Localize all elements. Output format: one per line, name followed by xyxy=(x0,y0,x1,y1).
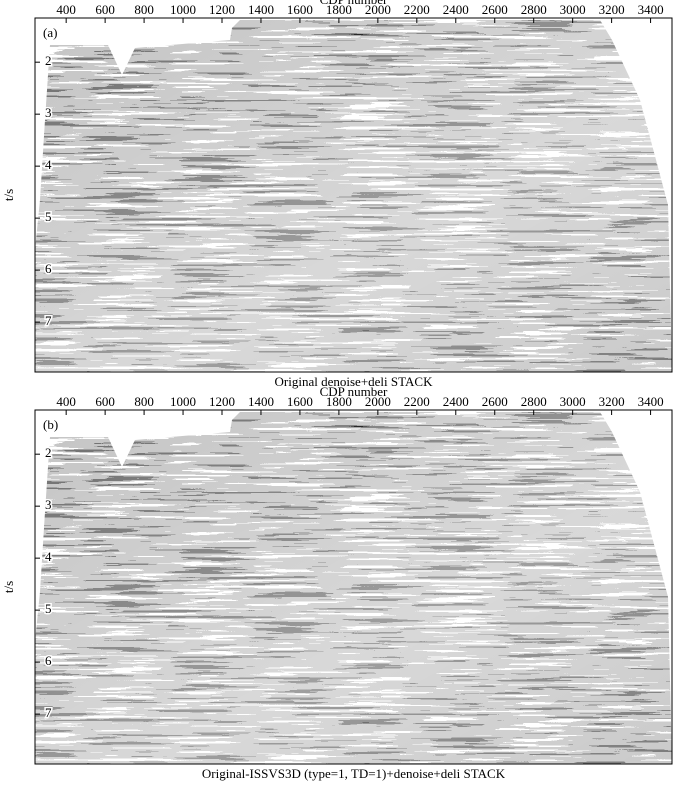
x-tick-label: 3200 xyxy=(599,2,625,17)
caption: Original denoise+deli STACK xyxy=(275,374,434,389)
y-tick-label: 3 xyxy=(45,497,52,512)
x-tick-label: 1400 xyxy=(248,2,274,17)
x-tick-label: 2600 xyxy=(482,394,508,409)
x-tick-label: 2800 xyxy=(521,2,547,17)
x-tick-label: 2600 xyxy=(482,2,508,17)
x-tick-label: 2000 xyxy=(365,2,391,17)
x-tick-label: 1800 xyxy=(326,394,352,409)
y-tick-label: 2 xyxy=(45,445,52,460)
x-axis-label: CDP number xyxy=(320,384,388,399)
y-tick-label: 5 xyxy=(45,209,52,224)
x-tick-label: 1400 xyxy=(248,394,274,409)
y-tick-label: 7 xyxy=(45,705,52,720)
x-tick-label: 800 xyxy=(134,394,154,409)
caption: Original-ISSVS3D (type=1, TD=1)+denoise+… xyxy=(202,766,506,781)
y-tick-label: 3 xyxy=(45,105,52,120)
x-tick-label: 3400 xyxy=(638,2,664,17)
y-tick-label: 2 xyxy=(45,53,52,68)
x-tick-label: 1600 xyxy=(287,394,313,409)
x-tick-label: 400 xyxy=(56,394,76,409)
seismic-fade xyxy=(35,20,672,372)
panel: 400 600 800 1000 1200 1400 1600 1800 2000 2200 240… xyxy=(1,0,673,389)
x-tick-label: 3000 xyxy=(560,394,586,409)
frame xyxy=(34,409,673,765)
frame xyxy=(34,17,673,373)
panel: 400 600 800 1000 1200 1400 1600 1800 2000 2200 240… xyxy=(1,384,673,781)
y-tick-label: 6 xyxy=(45,261,52,276)
y-axis-label: t/s xyxy=(1,189,16,201)
y-tick-label: 7 xyxy=(45,313,52,328)
y-tick-label: 4 xyxy=(45,157,52,172)
y-tick-label: 6 xyxy=(45,653,52,668)
seismic-fade xyxy=(35,412,672,764)
x-axis-label: CDP number xyxy=(320,0,388,7)
x-tick-label: 2000 xyxy=(365,394,391,409)
x-tick-label: 1800 xyxy=(326,2,352,17)
x-tick-label: 400 xyxy=(56,2,76,17)
x-tick-label: 600 xyxy=(95,394,115,409)
x-tick-label: 1000 xyxy=(170,394,196,409)
x-tick-label: 2200 xyxy=(404,394,430,409)
panel-label: (a) xyxy=(43,25,57,40)
x-tick-label: 1600 xyxy=(287,2,313,17)
seismic-image xyxy=(35,20,672,372)
x-tick-label: 2800 xyxy=(521,394,547,409)
x-tick-label: 1200 xyxy=(209,2,235,17)
x-tick-label: 2400 xyxy=(443,394,469,409)
x-tick-label: 1000 xyxy=(170,2,196,17)
y-tick-label: 5 xyxy=(45,601,52,616)
x-tick-label: 600 xyxy=(95,2,115,17)
y-tick-label: 4 xyxy=(45,549,52,564)
x-tick-label: 3400 xyxy=(638,394,664,409)
x-tick-label: 800 xyxy=(134,2,154,17)
x-tick-label: 1200 xyxy=(209,394,235,409)
panel-label: (b) xyxy=(43,417,58,432)
x-tick-label: 3000 xyxy=(560,2,586,17)
x-tick-label: 3200 xyxy=(599,394,625,409)
seismic-image xyxy=(35,412,672,764)
y-axis-label: t/s xyxy=(1,581,16,593)
x-tick-label: 2400 xyxy=(443,2,469,17)
x-tick-label: 2200 xyxy=(404,2,430,17)
